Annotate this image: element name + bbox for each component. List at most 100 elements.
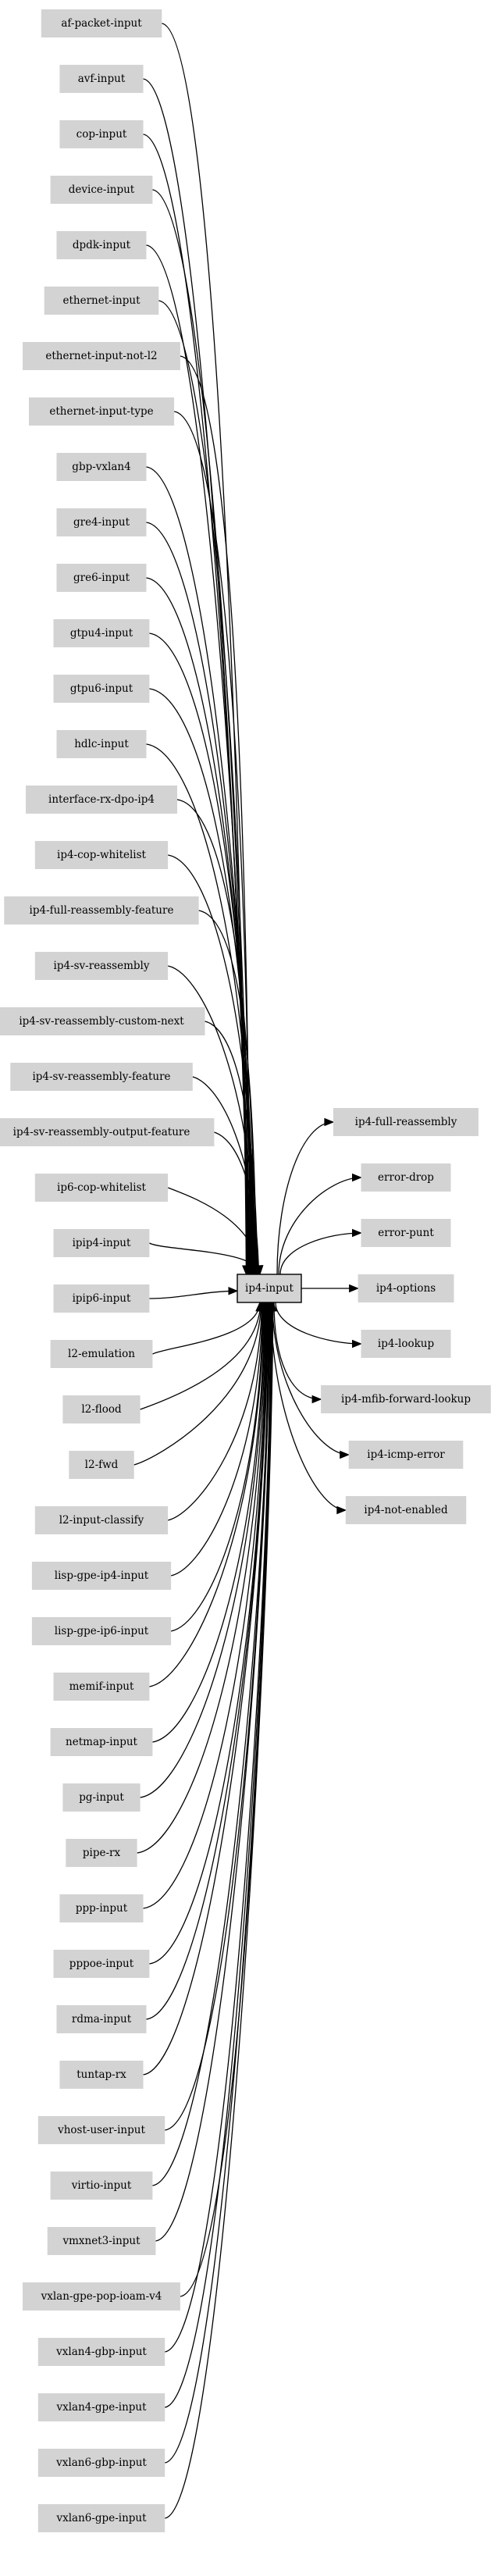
- edge-in-l2-fwd: [133, 1302, 262, 1466]
- node-vxlan4-gbp-input-box: [37, 2338, 165, 2366]
- node-pppoe-input: pppoe-input: [53, 1950, 150, 1978]
- node-ip4-icmp-error-label: ip4-icmp-error: [367, 1448, 445, 1461]
- node-pg-input: pg-input: [62, 1783, 141, 1812]
- node-l2-emulation-label: l2-emulation: [68, 1348, 135, 1360]
- node-pppoe-input-box: [53, 1950, 150, 1978]
- node-ip4-sv-reassembly-output-feature: ip4-sv-reassembly-output-feature: [0, 1118, 215, 1146]
- node-l2-fwd-box: [69, 1451, 134, 1479]
- node-hdlc-input: hdlc-input: [56, 730, 147, 758]
- node-gtpu6-input-box: [53, 675, 150, 703]
- arrowhead-out-ip4-icmp-error: [340, 1450, 350, 1459]
- node-virtio-input-box: [50, 2172, 153, 2200]
- node-lisp-gpe-ip6-input-label: lisp-gpe-ip6-input: [55, 1625, 149, 1637]
- node-ipip4-input: ipip4-input: [53, 1229, 150, 1257]
- node-af-packet-input-label: af-packet-input: [61, 17, 142, 30]
- node-ip4-sv-reassembly-feature: ip4-sv-reassembly-feature: [10, 1063, 193, 1091]
- node-l2-fwd: l2-fwd: [69, 1451, 134, 1479]
- node-ip4-icmp-error: ip4-icmp-error: [348, 1441, 464, 1469]
- node-ip4-sv-reassembly-feature-box: [10, 1063, 193, 1091]
- node-gre6-input-box: [56, 564, 147, 592]
- node-vxlan-gpe-pop-ioam-v4-box: [23, 2282, 180, 2311]
- node-ip4-sv-reassembly-label: ip4-sv-reassembly: [54, 960, 150, 972]
- node-ip4-input: ip4-input: [237, 1274, 302, 1303]
- node-error-drop-box: [361, 1163, 451, 1192]
- node-device-input: device-input: [50, 176, 153, 204]
- node-hdlc-input-label: hdlc-input: [74, 738, 129, 750]
- edge-in-netmap-input: [152, 1302, 265, 1743]
- node-ethernet-input-type-box: [29, 397, 175, 426]
- node-ip6-cop-whitelist-label: ip6-cop-whitelist: [57, 1181, 147, 1194]
- node-vmxnet3-input-box: [47, 2227, 156, 2255]
- edge-out-ip4-lookup: [275, 1302, 361, 1345]
- node-rdma-input-label: rdma-input: [72, 2013, 132, 2026]
- node-dpdk-input: dpdk-input: [56, 231, 147, 259]
- node-ip4-sv-reassembly-custom-next-label: ip4-sv-reassembly-custom-next: [19, 1015, 184, 1028]
- node-vhost-user-input-label: vhost-user-input: [57, 2124, 145, 2136]
- edge-in-l2-flood: [140, 1302, 262, 1410]
- node-lisp-gpe-ip4-input-label: lisp-gpe-ip4-input: [55, 1569, 149, 1582]
- node-gre4-input-box: [56, 508, 147, 536]
- node-error-drop-label: error-drop: [378, 1171, 434, 1184]
- node-ip4-options: ip4-options: [358, 1274, 454, 1302]
- node-l2-input-classify-label: l2-input-classify: [59, 1514, 144, 1527]
- node-vxlan4-gpe-input-box: [37, 2393, 165, 2421]
- node-ipip6-input-label: ipip6-input: [73, 1292, 131, 1305]
- node-vxlan6-gpe-input: vxlan6-gpe-input: [37, 2504, 165, 2532]
- edge-out-error-punt: [279, 1232, 361, 1275]
- arrowhead-out-ip4-mfib-forward-lookup: [311, 1395, 322, 1404]
- edge-in-lisp-gpe-ip4-input: [170, 1302, 263, 1577]
- node-error-punt: error-punt: [361, 1219, 451, 1247]
- node-ip4-sv-reassembly-output-feature-label: ip4-sv-reassembly-output-feature: [13, 1126, 190, 1138]
- node-lisp-gpe-ip6-input-box: [31, 1617, 172, 1645]
- node-rdma-input: rdma-input: [56, 2005, 147, 2033]
- node-vxlan6-gbp-input: vxlan6-gbp-input: [37, 2449, 165, 2477]
- edge-in-vxlan6-gpe-input: [165, 1302, 274, 2519]
- node-netmap-input-label: netmap-input: [66, 1736, 138, 1748]
- node-interface-rx-dpo-ip4: interface-rx-dpo-ip4: [26, 786, 177, 814]
- node-gre4-input: gre4-input: [56, 508, 147, 536]
- node-ip4-sv-reassembly-custom-next: ip4-sv-reassembly-custom-next: [0, 1007, 205, 1035]
- node-pg-input-label: pg-input: [79, 1791, 124, 1804]
- node-pg-input-box: [62, 1783, 141, 1812]
- node-af-packet-input-box: [41, 9, 162, 37]
- edge-in-l2-input-classify: [168, 1302, 263, 1521]
- node-ip4-full-reassembly-label: ip4-full-reassembly: [355, 1116, 457, 1128]
- node-ip4-sv-reassembly: ip4-sv-reassembly: [34, 952, 169, 980]
- arrowhead-out-ip4-lookup: [352, 1339, 362, 1349]
- node-vhost-user-input: vhost-user-input: [37, 2116, 165, 2144]
- edge-in-pg-input: [140, 1302, 266, 1798]
- node-ip4-full-reassembly-feature-label: ip4-full-reassembly-feature: [30, 904, 174, 917]
- node-ethernet-input-not-l2: ethernet-input-not-l2: [23, 342, 180, 370]
- node-ipip6-input-box: [53, 1284, 150, 1313]
- node-ipip4-input-box: [53, 1229, 150, 1257]
- edge-out-ip4-not-enabled: [270, 1302, 346, 1511]
- edges-layer: [133, 23, 362, 2519]
- edge-in-ip4-sv-reassembly-custom-next: [205, 1021, 258, 1275]
- edge-in-ip4-cop-whitelist: [168, 854, 257, 1275]
- node-ethernet-input-box: [44, 287, 159, 315]
- node-l2-emulation-box: [50, 1340, 153, 1368]
- node-l2-emulation: l2-emulation: [50, 1340, 153, 1368]
- arrowhead-in-ipip4-input: [255, 1265, 264, 1276]
- node-rdma-input-box: [56, 2005, 147, 2033]
- node-ip6-cop-whitelist: ip6-cop-whitelist: [34, 1174, 169, 1202]
- node-l2-input-classify-box: [34, 1506, 169, 1534]
- node-vxlan4-gpe-input: vxlan4-gpe-input: [37, 2393, 165, 2421]
- node-pipe-rx-box: [66, 1839, 137, 1867]
- node-ppp-input-label: ppp-input: [76, 1902, 128, 1915]
- edge-in-avf-input: [143, 78, 247, 1275]
- node-ipip6-input: ipip6-input: [53, 1284, 150, 1313]
- edge-in-vxlan4-gpe-input: [165, 1302, 272, 2408]
- edge-out-ip4-mfib-forward-lookup: [273, 1302, 322, 1400]
- node-tuntap-rx-box: [59, 2061, 144, 2089]
- arrowhead-out-ip4-not-enabled: [336, 1505, 347, 1515]
- node-vxlan6-gpe-input-box: [37, 2504, 165, 2532]
- node-vxlan6-gpe-input-label: vxlan6-gpe-input: [55, 2512, 147, 2524]
- node-ip4-full-reassembly: ip4-full-reassembly: [333, 1108, 479, 1136]
- node-gre6-input-label: gre6-input: [73, 572, 130, 584]
- node-ip4-mfib-forward-lookup-label: ip4-mfib-forward-lookup: [341, 1393, 471, 1406]
- edge-in-virtio-input: [152, 1302, 270, 2186]
- edge-out-error-drop: [278, 1177, 361, 1275]
- node-device-input-box: [50, 176, 153, 204]
